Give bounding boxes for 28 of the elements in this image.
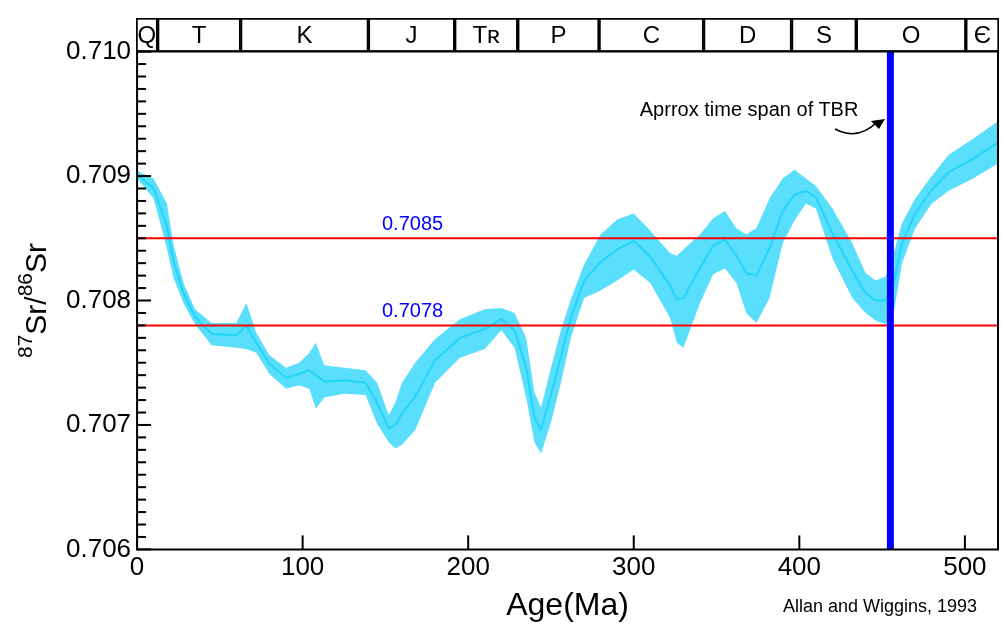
y-tick-label: 0.710 xyxy=(65,34,132,65)
y-tick-label: 0.708 xyxy=(65,283,132,314)
data-label: J xyxy=(405,20,418,48)
x-tick-label: 300 xyxy=(612,551,656,582)
annotation: Aprrox time span of TBR xyxy=(639,98,859,121)
x-tick-label: 200 xyxy=(446,551,490,582)
y-tick-label: 0.706 xyxy=(65,532,132,563)
y-tick-label: 0.707 xyxy=(65,408,132,439)
x-axis-title: Age(Ma) xyxy=(506,585,629,622)
data-label: O xyxy=(901,20,921,48)
data-label: K xyxy=(296,20,313,48)
data-label: D xyxy=(738,20,757,48)
x-tick-label: 400 xyxy=(777,551,822,582)
x-tick-label: 500 xyxy=(943,551,987,582)
ref-line-label: 0.7078 xyxy=(381,298,444,321)
data-label: T xyxy=(191,20,207,48)
annotation: Allan and Wiggins, 1993 xyxy=(782,595,977,616)
data-label: S xyxy=(815,20,832,48)
data-label: P xyxy=(550,20,567,48)
data-label: Q xyxy=(137,20,157,48)
data-label: Є xyxy=(973,20,992,48)
x-tick-label: 100 xyxy=(280,551,325,582)
y-tick-label: 0.709 xyxy=(65,159,132,190)
x-tick-label: 0 xyxy=(129,551,145,582)
y-axis-title: 87Sr/86Sr xyxy=(12,242,53,359)
ref-line-label: 0.7085 xyxy=(381,211,444,234)
data-label: Tʀ xyxy=(472,20,501,48)
data-label: C xyxy=(642,20,661,48)
